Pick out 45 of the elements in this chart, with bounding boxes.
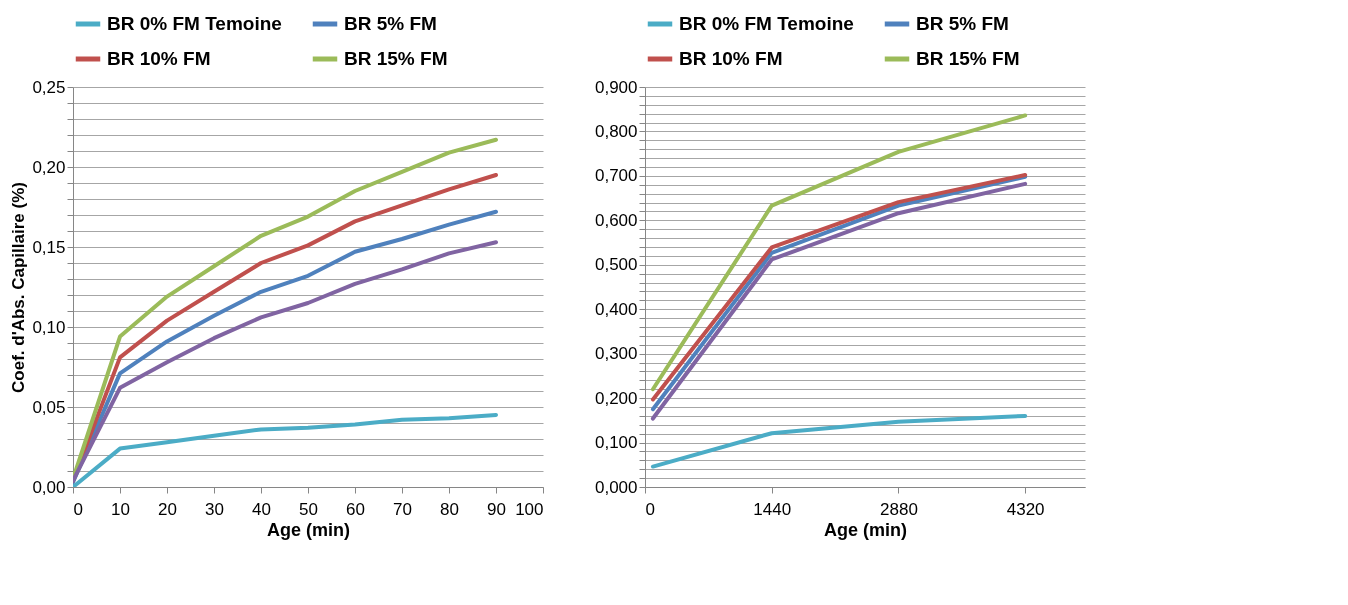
x-tick-label: 0 [645, 499, 655, 519]
x-tick-label: 80 [440, 499, 459, 519]
legend-label: BR 5% FM [344, 13, 437, 34]
y-tick-label: 0,00 [32, 477, 66, 497]
legend-label: BR 5% FM [916, 13, 1009, 34]
y-tick-label: 0,15 [32, 237, 66, 257]
x-tick-label: 4320 [1006, 499, 1045, 519]
x-tick-label: 100 [515, 499, 544, 519]
legend-label: BR 10% FM [107, 48, 211, 69]
x-tick-label: 40 [252, 499, 271, 519]
legend-label: BR 15% FM [344, 48, 448, 69]
y-tick-label: 0,200 [594, 388, 638, 408]
line-series [650, 113, 1028, 392]
x-tick-label: 2880 [880, 499, 918, 519]
legend-label: BR 10% FM [679, 48, 783, 69]
y-axis-title: Coef. d'Abs. Capillaire (%) [9, 182, 29, 393]
x-tick-label: 0 [73, 499, 83, 519]
y-tick-label: 0,400 [594, 299, 638, 319]
x-axis-title: Age (min) [824, 519, 907, 540]
x-tick-label: 10 [111, 499, 130, 519]
x-tick-label: 60 [346, 499, 365, 519]
y-tick-label: 0,700 [594, 166, 638, 186]
x-tick-label: 70 [393, 499, 412, 519]
y-tick-label: 0,600 [594, 210, 638, 230]
x-tick-label: 50 [299, 499, 318, 519]
x-tick-label: 20 [158, 499, 177, 519]
legend-label: BR 15% FM [916, 48, 1020, 69]
y-tick-label: 0,900 [594, 77, 638, 97]
x-tick-label: 90 [487, 499, 506, 519]
y-tick-label: 0,10 [32, 317, 66, 337]
legend-label: BR 0% FM Temoine [107, 13, 282, 34]
y-tick-label: 0,100 [594, 433, 638, 453]
x-tick-label: 30 [205, 499, 224, 519]
y-tick-label: 0,000 [594, 477, 638, 497]
legend-label: BR 0% FM Temoine [679, 13, 854, 34]
y-tick-label: 0,500 [594, 255, 638, 275]
y-tick-label: 0,300 [594, 344, 638, 364]
line-series [650, 413, 1028, 469]
y-tick-label: 0,05 [32, 397, 66, 417]
y-tick-label: 0,25 [32, 77, 66, 97]
x-tick-label: 1440 [753, 499, 792, 519]
y-tick-label: 0,800 [594, 121, 638, 141]
y-tick-label: 0,20 [32, 157, 66, 177]
line-series [73, 413, 498, 487]
x-axis-title: Age (min) [267, 519, 350, 540]
